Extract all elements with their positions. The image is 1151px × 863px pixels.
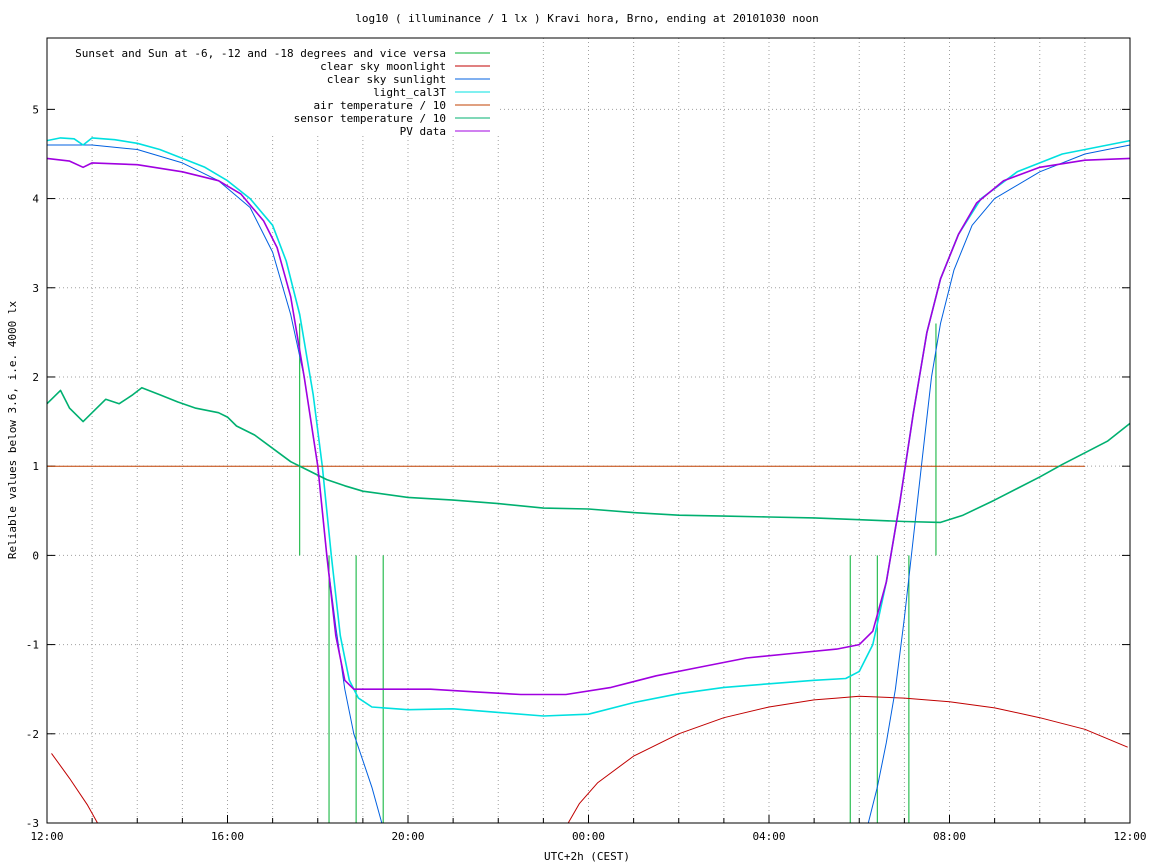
legend-label: air temperature / 10: [314, 99, 446, 112]
y-tick-label: -1: [26, 639, 39, 652]
series-line: [51, 695, 1128, 824]
axis-ticks: -3 -2 -1 0 1 2 3 4 5 12:00 16:00 20:00 00:00 04:00 08:…: [26, 103, 1147, 843]
grid: [47, 38, 1130, 823]
legend-label: PV data: [400, 125, 446, 138]
x-tick-label: 16:00: [211, 830, 244, 843]
y-tick-label: 2: [32, 371, 39, 384]
legend-label: clear sky sunlight: [327, 73, 446, 86]
y-tick-label: 4: [32, 193, 39, 206]
series-line: [46, 386, 1131, 524]
legend-label: light_cal3T: [373, 86, 446, 99]
legend-label: Sunset and Sun at -6, -12 and -18 degree…: [75, 47, 446, 60]
x-tick-label: 12:00: [1113, 830, 1146, 843]
x-tick-label: 08:00: [933, 830, 966, 843]
y-tick-label: 3: [32, 282, 39, 295]
plot-frame: [46, 37, 1131, 824]
chart-title: log10 ( illuminance / 1 lx ) Kravi hora,…: [355, 12, 819, 25]
legend: Sunset and Sun at -6, -12 and -18 degree…: [75, 47, 490, 138]
x-tick-label: 00:00: [572, 830, 605, 843]
y-tick-label: -2: [26, 728, 39, 741]
x-tick-label: 20:00: [391, 830, 424, 843]
x-tick-label: 12:00: [30, 830, 63, 843]
y-tick-label: -3: [26, 817, 39, 830]
x-axis-label: UTC+2h (CEST): [544, 850, 630, 863]
legend-label: clear sky moonlight: [320, 60, 446, 73]
y-axis-label: Reliable values below 3.6, i.e. 4000 lx: [6, 300, 19, 559]
y-tick-label: 5: [32, 103, 39, 116]
x-tick-label: 04:00: [752, 830, 785, 843]
y-tick-label: 0: [32, 549, 39, 562]
y-tick-label: 1: [32, 460, 39, 473]
series-line: [46, 157, 1131, 696]
series-line: [47, 144, 1131, 824]
plot-series: [46, 137, 1131, 824]
legend-label: sensor temperature / 10: [294, 112, 446, 125]
